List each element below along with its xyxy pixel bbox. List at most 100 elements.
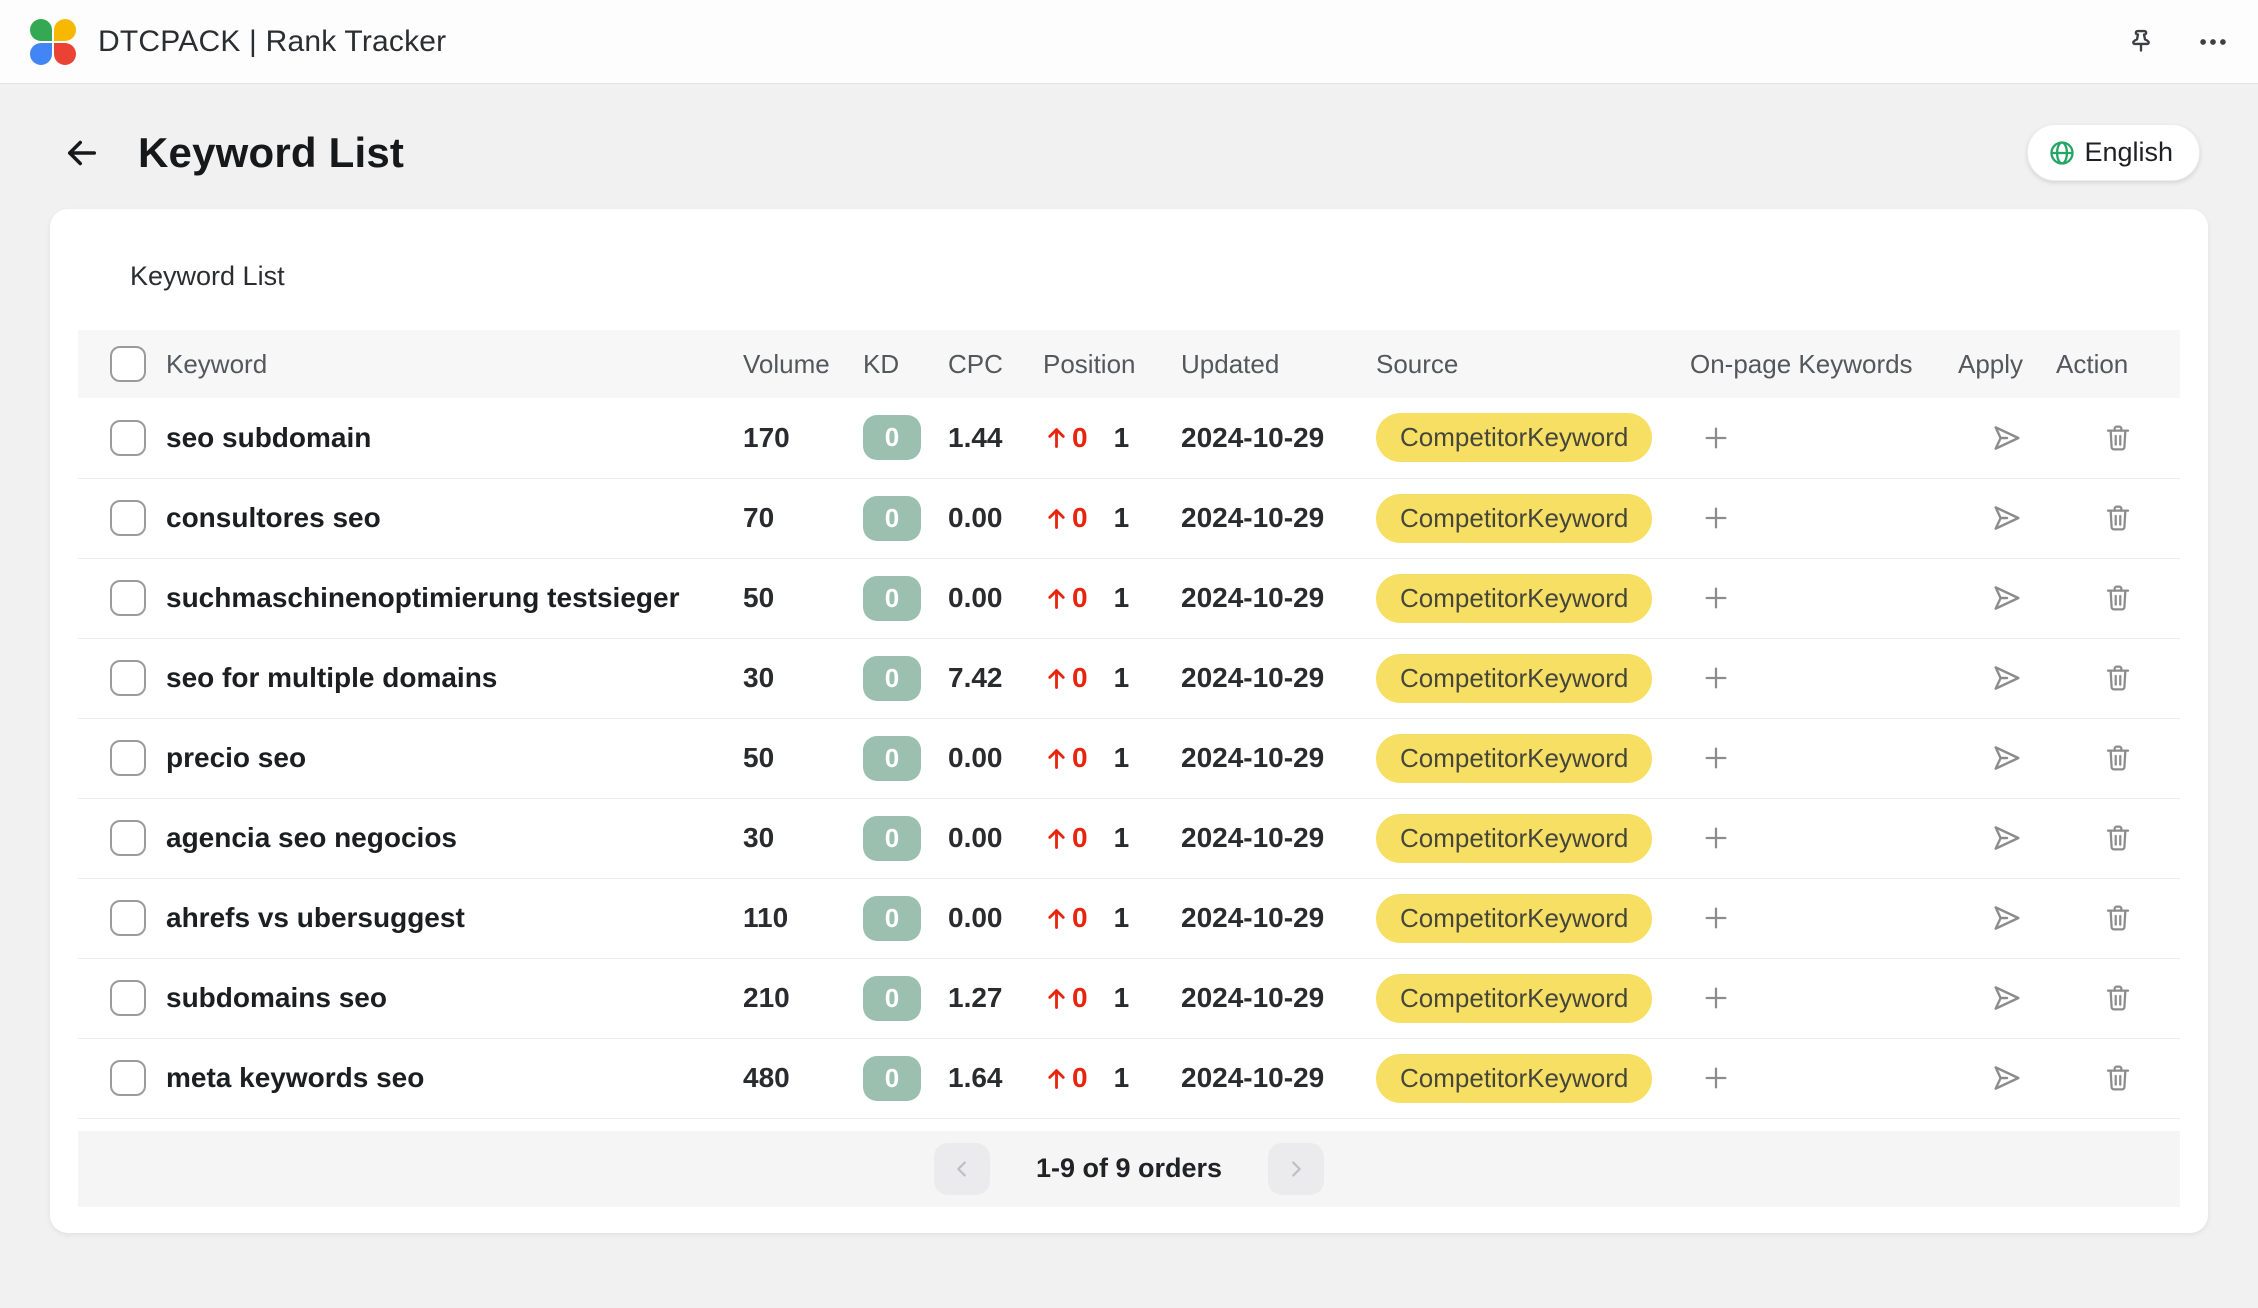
position-change: 0	[1072, 421, 1088, 453]
app-title: DTCPACK | Rank Tracker	[98, 24, 447, 58]
row-checkbox[interactable]	[110, 820, 146, 856]
apply-button[interactable]	[1985, 1056, 2029, 1100]
cpc-cell: 1.44	[948, 398, 1043, 479]
keyword-cell: ahrefs vs ubersuggest	[166, 878, 743, 959]
position-up-icon	[1048, 588, 1065, 609]
add-onpage-keyword-button[interactable]	[1694, 896, 1738, 940]
add-onpage-keyword-button[interactable]	[1694, 576, 1738, 620]
apply-button[interactable]	[1985, 576, 2029, 620]
add-onpage-keyword-button[interactable]	[1694, 736, 1738, 780]
delete-button[interactable]	[2096, 496, 2140, 540]
delete-button[interactable]	[2096, 736, 2140, 780]
app-logo-icon	[30, 18, 76, 65]
position-up-icon	[1048, 748, 1065, 769]
delete-button[interactable]	[2096, 416, 2140, 460]
pagination-bar: 1-9 of 9 orders	[78, 1130, 2180, 1207]
kd-badge: 0	[863, 575, 921, 621]
keyword-cell: seo subdomain	[166, 398, 743, 479]
volume-cell: 70	[743, 478, 863, 559]
position-up-icon	[1048, 988, 1065, 1009]
updated-cell: 2024-10-29	[1181, 718, 1376, 799]
row-checkbox[interactable]	[110, 500, 146, 536]
language-button-label: English	[2084, 137, 2173, 167]
row-checkbox[interactable]	[110, 660, 146, 696]
add-onpage-keyword-button[interactable]	[1694, 656, 1738, 700]
position-up-icon	[1048, 908, 1065, 929]
plus-icon	[1705, 1067, 1727, 1089]
row-checkbox[interactable]	[110, 419, 146, 456]
keyword-cell: agencia seo negocios	[166, 798, 743, 879]
pin-icon[interactable]	[2124, 25, 2158, 59]
updated-cell: 2024-10-29	[1181, 638, 1376, 719]
send-icon	[1994, 586, 2020, 610]
keyword-cell: meta keywords seo	[166, 1038, 743, 1119]
position-rank: 1	[1113, 421, 1130, 453]
add-onpage-keyword-button[interactable]	[1694, 496, 1738, 540]
delete-button[interactable]	[2096, 576, 2140, 620]
plus-icon	[1705, 987, 1727, 1009]
apply-button[interactable]	[1985, 416, 2029, 460]
position-rank: 1	[1113, 822, 1130, 853]
page-header: Keyword List English	[0, 84, 2258, 181]
position-rank: 1	[1113, 662, 1130, 693]
delete-button[interactable]	[2096, 816, 2140, 860]
delete-button[interactable]	[2096, 656, 2140, 700]
apply-button[interactable]	[1985, 896, 2029, 940]
updated-cell: 2024-10-29	[1181, 398, 1376, 479]
add-onpage-keyword-button[interactable]	[1694, 976, 1738, 1020]
apply-button[interactable]	[1985, 656, 2029, 700]
position-change: 0	[1072, 742, 1088, 773]
apply-button[interactable]	[1985, 976, 2029, 1020]
row-checkbox[interactable]	[110, 1060, 146, 1096]
row-checkbox[interactable]	[110, 580, 146, 616]
position-change: 0	[1072, 1062, 1088, 1093]
pagination-info: 1-9 of 9 orders	[1035, 1153, 1223, 1183]
updated-cell: 2024-10-29	[1181, 558, 1376, 639]
send-icon	[1994, 666, 2020, 690]
kd-badge: 0	[863, 735, 921, 781]
apply-button[interactable]	[1985, 496, 2029, 540]
source-badge: CompetitorKeyword	[1376, 973, 1653, 1023]
plus-icon	[1705, 667, 1727, 689]
apply-button[interactable]	[1985, 736, 2029, 780]
table-row: seo for multiple domains 30 0 7.42 0 1 2…	[78, 638, 2180, 719]
row-checkbox[interactable]	[110, 980, 146, 1016]
position-change: 0	[1072, 822, 1088, 853]
keyword-table: Keyword Volume KD CPC Position Updated S…	[78, 330, 2180, 1119]
send-icon	[1994, 1066, 2020, 1090]
column-header-position: Position	[1043, 330, 1181, 398]
cpc-cell: 1.27	[948, 958, 1043, 1039]
volume-cell: 50	[743, 558, 863, 639]
select-all-checkbox[interactable]	[110, 346, 146, 382]
position-cell: 0 1	[1043, 582, 1181, 614]
delete-button[interactable]	[2096, 1056, 2140, 1100]
delete-button[interactable]	[2096, 976, 2140, 1020]
kd-badge: 0	[863, 895, 921, 941]
delete-button[interactable]	[2096, 896, 2140, 940]
add-onpage-keyword-button[interactable]	[1694, 416, 1738, 460]
arrow-left-icon	[68, 140, 96, 165]
add-onpage-keyword-button[interactable]	[1694, 1056, 1738, 1100]
next-page-button[interactable]	[1268, 1142, 1325, 1195]
apply-button[interactable]	[1985, 816, 2029, 860]
column-header-updated: Updated	[1181, 330, 1376, 398]
plus-icon	[1705, 427, 1727, 449]
topbar: DTCPACK | Rank Tracker	[0, 0, 2258, 84]
previous-page-button[interactable]	[933, 1142, 990, 1195]
more-options-icon[interactable]	[2196, 25, 2230, 59]
add-onpage-keyword-button[interactable]	[1694, 816, 1738, 860]
panel-label: Keyword List	[130, 261, 285, 291]
row-checkbox[interactable]	[110, 900, 146, 936]
page-title: Keyword List	[138, 128, 405, 176]
trash-icon	[2106, 425, 2130, 451]
keyword-cell: seo for multiple domains	[166, 638, 743, 719]
back-button[interactable]	[58, 129, 106, 177]
language-button[interactable]: English	[2027, 124, 2200, 181]
position-rank: 1	[1113, 742, 1130, 773]
chevron-right-icon	[1292, 1160, 1301, 1177]
position-rank: 1	[1113, 902, 1130, 933]
position-change: 0	[1072, 502, 1088, 533]
send-icon	[1994, 506, 2020, 530]
row-checkbox[interactable]	[110, 740, 146, 776]
position-cell: 0 1	[1043, 822, 1181, 854]
